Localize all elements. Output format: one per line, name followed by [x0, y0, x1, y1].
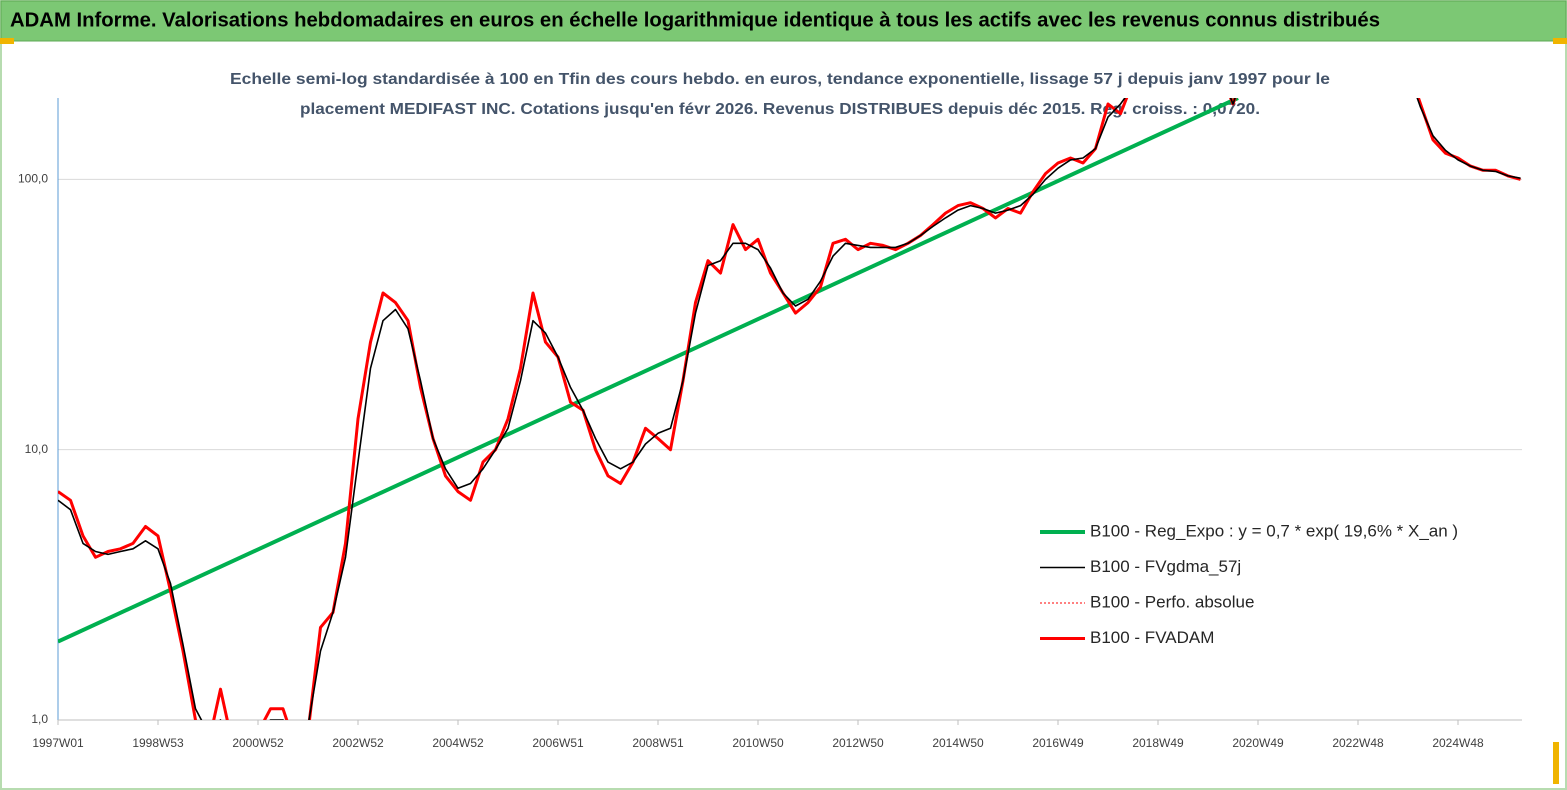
x-tick-label: 2024W48 — [1432, 736, 1484, 750]
x-tick-label: 2018W49 — [1132, 736, 1184, 750]
x-tick-label: 2002W52 — [332, 736, 384, 750]
plot-area — [58, 98, 1521, 720]
legend-label: B100 - Reg_Expo : y = 0,7 * exp( 19,6% *… — [1090, 521, 1458, 540]
subtitle: Echelle semi-log standardisée à 100 en T… — [230, 71, 1330, 88]
x-tick-label: 2012W50 — [832, 736, 884, 750]
y-tick-label: 100,0 — [18, 172, 48, 186]
x-tick-label: 1997W01 — [32, 736, 84, 750]
series-line — [58, 98, 1521, 720]
x-tick-label: 2000W52 — [232, 736, 284, 750]
x-tick-label: 2016W49 — [1032, 736, 1084, 750]
series-line — [58, 98, 1239, 644]
legend-label: B100 - FVgdma_57j — [1090, 557, 1241, 576]
legend-label: B100 - FVADAM — [1090, 628, 1214, 647]
legend-label: B100 - Perfo. absolue — [1090, 592, 1254, 611]
y-tick-label: 1,0 — [31, 712, 48, 726]
x-tick-label: 2014W50 — [932, 736, 984, 750]
x-tick-label: 2020W49 — [1232, 736, 1284, 750]
x-tick-label: 2022W48 — [1332, 736, 1384, 750]
x-tick-label: 2004W52 — [432, 736, 484, 750]
x-tick-label: 1998W53 — [132, 736, 184, 750]
chart-title: ADAM Informe. Valorisations hebdomadaire… — [10, 9, 1380, 31]
x-tick-label: 2010W50 — [732, 736, 784, 750]
corner-mark — [1553, 742, 1559, 784]
x-tick-label: 2006W51 — [532, 736, 584, 750]
y-tick-label: 10,0 — [25, 442, 49, 456]
subtitle: placement MEDIFAST INC. Cotations jusqu'… — [300, 101, 1260, 118]
header-bar — [0, 0, 1567, 42]
corner-mark — [1553, 38, 1567, 44]
series-line — [58, 98, 1521, 720]
corner-mark — [0, 38, 14, 44]
x-tick-label: 2008W51 — [632, 736, 684, 750]
